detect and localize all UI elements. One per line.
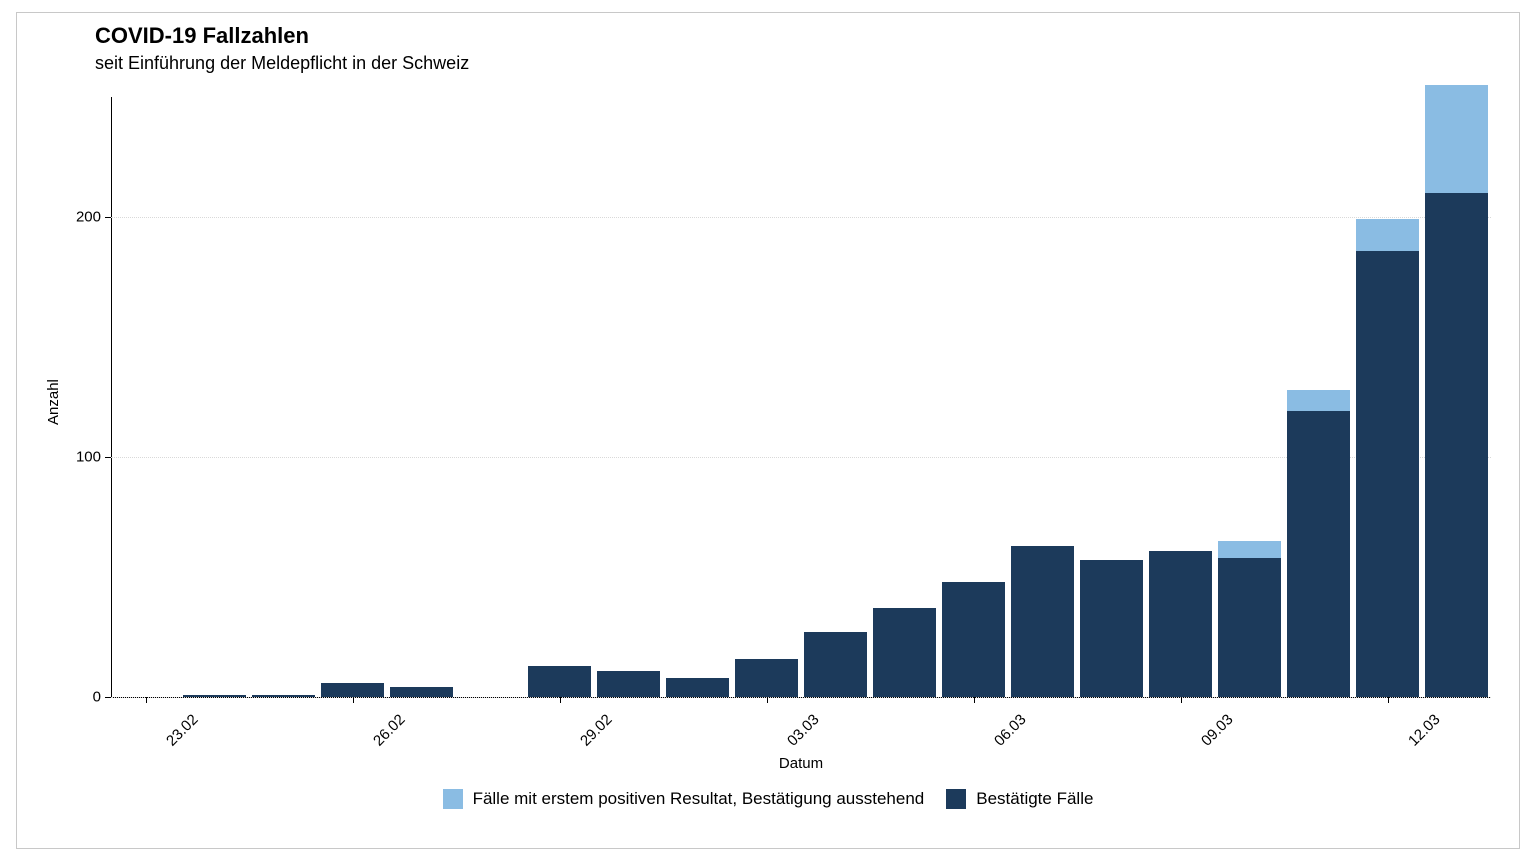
y-tick-label: 200 bbox=[76, 209, 111, 226]
bar-segment-confirmed bbox=[942, 582, 1004, 697]
legend-item-pending: Fälle mit erstem positiven Resultat, Bes… bbox=[443, 789, 925, 809]
bar-segment-confirmed bbox=[666, 678, 728, 697]
gridline bbox=[111, 697, 1491, 698]
bar bbox=[1425, 97, 1487, 697]
bar bbox=[597, 97, 659, 697]
bar bbox=[873, 97, 935, 697]
x-tick-mark bbox=[974, 697, 975, 703]
bar-segment-confirmed bbox=[804, 632, 866, 697]
bar bbox=[735, 97, 797, 697]
x-tick-mark bbox=[560, 697, 561, 703]
legend-item-confirmed: Bestätigte Fälle bbox=[946, 789, 1093, 809]
bar bbox=[804, 97, 866, 697]
bar-segment-confirmed bbox=[528, 666, 590, 697]
x-axis-label: Datum bbox=[111, 755, 1491, 772]
x-tick-mark bbox=[353, 697, 354, 703]
y-axis-line bbox=[111, 97, 112, 697]
bar-segment-confirmed bbox=[321, 683, 383, 697]
bar bbox=[183, 97, 245, 697]
bar-segment-confirmed bbox=[1287, 411, 1349, 697]
bar bbox=[1080, 97, 1142, 697]
bar bbox=[942, 97, 1004, 697]
bar bbox=[666, 97, 728, 697]
y-tick-label: 0 bbox=[93, 689, 111, 706]
bar-segment-confirmed bbox=[873, 608, 935, 697]
bar-segment-confirmed bbox=[1425, 193, 1487, 697]
chart-subtitle: seit Einführung der Meldepflicht in der … bbox=[95, 53, 469, 74]
bar-segment-pending bbox=[1287, 390, 1349, 412]
x-tick-label: 26.02 bbox=[369, 711, 408, 750]
x-tick-mark bbox=[1388, 697, 1389, 703]
bar-segment-confirmed bbox=[1011, 546, 1073, 697]
bar-segment-confirmed bbox=[252, 695, 314, 697]
legend-label: Bestätigte Fälle bbox=[976, 789, 1093, 809]
bar-segment-pending bbox=[1425, 85, 1487, 193]
bar bbox=[1356, 97, 1418, 697]
gridline bbox=[111, 217, 1491, 218]
x-tick-label: 06.03 bbox=[990, 711, 1029, 750]
bar-segment-pending bbox=[1356, 219, 1418, 250]
x-tick-mark bbox=[767, 697, 768, 703]
bar-segment-confirmed bbox=[735, 659, 797, 697]
bar bbox=[252, 97, 314, 697]
bar bbox=[114, 97, 176, 697]
bar bbox=[1218, 97, 1280, 697]
bar bbox=[1149, 97, 1211, 697]
bar-segment-pending bbox=[1218, 541, 1280, 558]
bar-segment-confirmed bbox=[183, 695, 245, 697]
bar-segment-confirmed bbox=[597, 671, 659, 697]
plot-area: 010020023.0226.0229.0203.0306.0309.0312.… bbox=[111, 97, 1491, 697]
bar bbox=[1011, 97, 1073, 697]
legend-swatch bbox=[946, 789, 966, 809]
y-tick-label: 100 bbox=[76, 449, 111, 466]
x-tick-label: 12.03 bbox=[1404, 711, 1443, 750]
bar bbox=[1287, 97, 1349, 697]
bar bbox=[528, 97, 590, 697]
bar-segment-confirmed bbox=[390, 687, 452, 697]
x-tick-label: 29.02 bbox=[576, 711, 615, 750]
x-tick-label: 09.03 bbox=[1197, 711, 1236, 750]
bar-segment-confirmed bbox=[1080, 560, 1142, 697]
bar bbox=[390, 97, 452, 697]
x-tick-label: 03.03 bbox=[783, 711, 822, 750]
chart-container: COVID-19 Fallzahlen seit Einführung der … bbox=[0, 0, 1536, 861]
bar bbox=[321, 97, 383, 697]
bar-segment-confirmed bbox=[1218, 558, 1280, 697]
legend-swatch bbox=[443, 789, 463, 809]
x-tick-mark bbox=[146, 697, 147, 703]
bar-segment-confirmed bbox=[1149, 551, 1211, 697]
x-tick-label: 23.02 bbox=[162, 711, 201, 750]
legend-label: Fälle mit erstem positiven Resultat, Bes… bbox=[473, 789, 925, 809]
bar bbox=[459, 97, 521, 697]
chart-panel: COVID-19 Fallzahlen seit Einführung der … bbox=[16, 12, 1520, 849]
legend: Fälle mit erstem positiven Resultat, Bes… bbox=[17, 789, 1519, 809]
x-tick-mark bbox=[1181, 697, 1182, 703]
gridline bbox=[111, 457, 1491, 458]
bar-segment-confirmed bbox=[1356, 251, 1418, 697]
chart-title: COVID-19 Fallzahlen bbox=[95, 23, 309, 49]
y-axis-label: Anzahl bbox=[45, 379, 62, 425]
